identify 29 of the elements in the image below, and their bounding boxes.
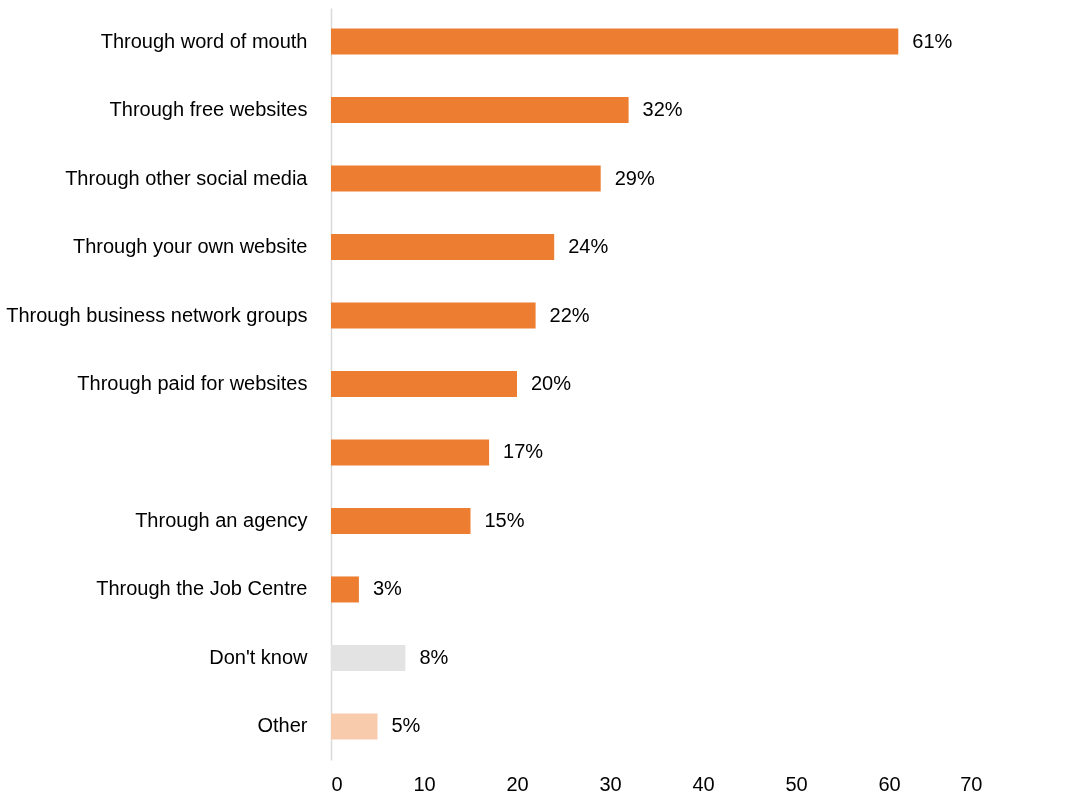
- data-label: 20%: [531, 372, 572, 394]
- data-label: 61%: [912, 29, 953, 52]
- data-label: 29%: [614, 166, 655, 189]
- data-label: 22%: [549, 303, 590, 326]
- y-tick-label: Through your own website: [72, 235, 308, 258]
- y-tick-label: Other: [257, 714, 308, 737]
- x-tick-label: 40: [692, 772, 715, 795]
- y-tick-label: Through the Job Centre: [96, 577, 308, 600]
- data-label: 8%: [419, 645, 449, 668]
- data-label: 5%: [391, 714, 421, 737]
- y-tick-label: Through paid for websites: [77, 372, 308, 394]
- x-tick-label: 50: [785, 772, 808, 795]
- x-tick-label: 0: [331, 772, 343, 795]
- x-tick-label: 60: [878, 772, 901, 795]
- data-label: 15%: [484, 508, 525, 531]
- data-label: 17%: [503, 440, 544, 463]
- y-tick-label: Through word of mouth: [100, 29, 308, 52]
- data-label: 3%: [372, 577, 403, 600]
- x-tick-label: 10: [413, 772, 436, 795]
- data-label: 24%: [568, 235, 609, 258]
- y-tick-label: Through business network groups: [6, 303, 308, 326]
- data-label: 32%: [642, 98, 683, 121]
- x-tick-label: 30: [599, 772, 622, 795]
- y-tick-label: Through an agency: [135, 508, 308, 531]
- y-tick-label: Through free websites: [109, 98, 308, 121]
- x-tick-label: 70: [960, 772, 983, 795]
- y-tick-label: Through other social media: [65, 166, 309, 189]
- y-tick-label: Don't know: [209, 645, 309, 668]
- x-tick-label: 20: [506, 772, 529, 795]
